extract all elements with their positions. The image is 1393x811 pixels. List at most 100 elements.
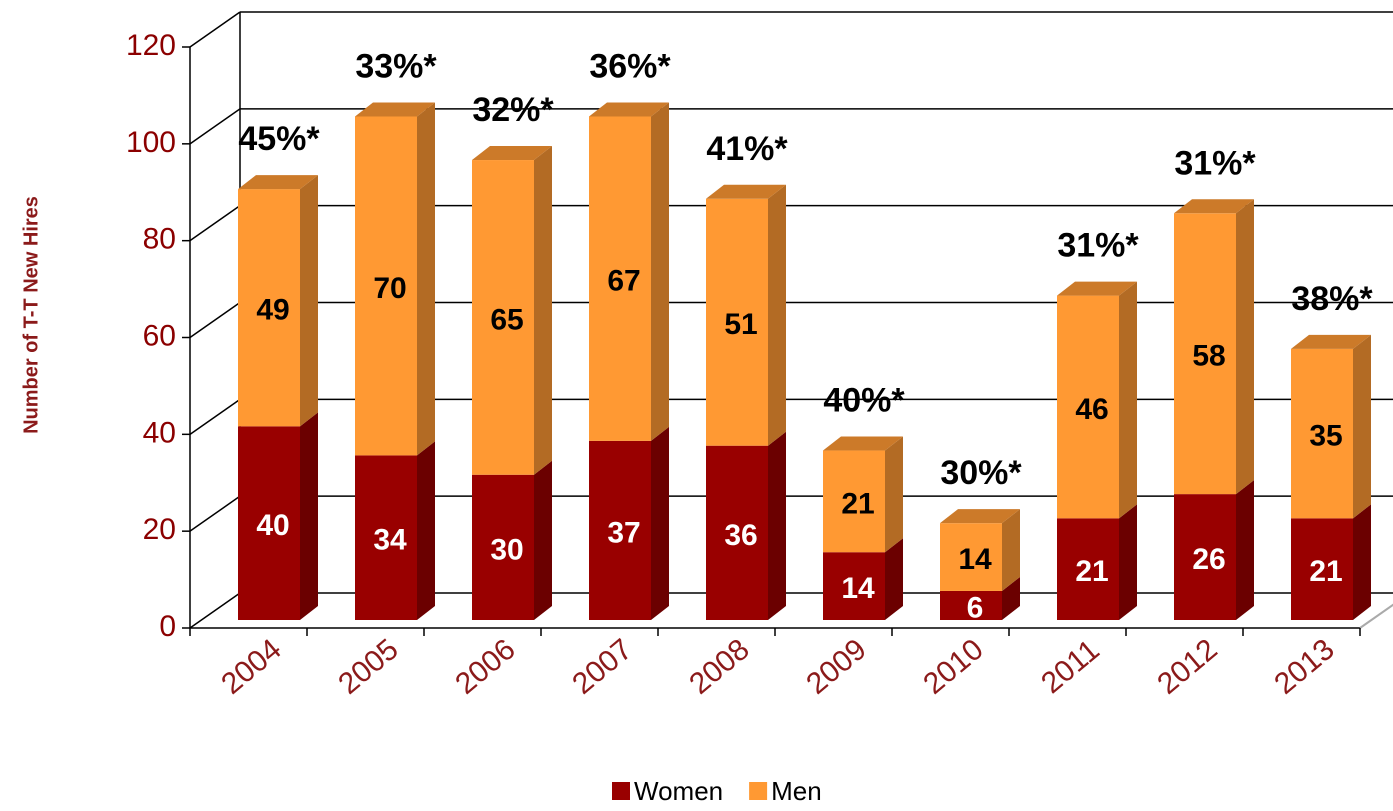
bar-top <box>238 175 318 190</box>
bar <box>472 160 534 475</box>
bar-side <box>651 426 669 620</box>
bar <box>1291 518 1353 620</box>
bar-side <box>1002 576 1020 620</box>
x-tick-label: 2005 <box>332 633 404 701</box>
bar-top <box>823 436 903 451</box>
bar-top <box>355 102 435 117</box>
bar <box>940 523 1002 591</box>
grid-line-side <box>189 398 241 435</box>
data-label: 46 <box>1075 393 1108 426</box>
annotation: 32%* <box>472 91 554 129</box>
annotation: 40%* <box>823 382 905 420</box>
bar <box>1291 348 1353 519</box>
data-label: 21 <box>841 487 874 520</box>
annotation: 31%* <box>1057 227 1139 265</box>
bar <box>589 440 651 620</box>
bar <box>1174 213 1236 495</box>
legend-label: Men <box>771 776 822 806</box>
bar-side <box>885 538 903 620</box>
floor-right <box>1359 603 1393 629</box>
data-label: 40 <box>256 509 289 542</box>
annotation: 41%* <box>706 130 788 168</box>
bar-top <box>1057 281 1137 296</box>
annotation: 45%* <box>238 120 320 158</box>
bar <box>472 474 534 620</box>
data-label: 65 <box>490 303 523 336</box>
bar-side <box>534 460 552 620</box>
data-label: 67 <box>607 265 640 298</box>
data-label: 14 <box>841 572 875 605</box>
data-label: 49 <box>256 294 289 327</box>
bar <box>238 189 300 427</box>
bar <box>355 116 417 456</box>
bar <box>355 455 417 620</box>
data-label: 26 <box>1192 543 1225 576</box>
x-tick-label: 2006 <box>449 633 521 701</box>
data-label: 6 <box>967 591 984 624</box>
bar-side <box>885 436 903 553</box>
bar-top <box>589 102 669 117</box>
bar <box>823 552 885 620</box>
y-tick-label: 80 <box>143 223 176 256</box>
x-tick-label: 2008 <box>683 633 755 701</box>
bar <box>706 198 768 446</box>
bar <box>1057 295 1119 519</box>
grid-line-side <box>189 205 241 242</box>
bar-side <box>1353 334 1371 519</box>
grid-line-side <box>189 495 241 532</box>
data-label: 70 <box>373 272 406 305</box>
annotation: 31%* <box>1174 144 1256 182</box>
data-label: 34 <box>373 524 407 557</box>
bar-side <box>300 175 318 427</box>
data-label: 21 <box>1309 555 1342 588</box>
x-tick-label: 2007 <box>566 633 638 701</box>
data-label: 30 <box>490 533 523 566</box>
legend-label: Women <box>634 776 723 806</box>
bar-top <box>472 146 552 161</box>
x-tick-label: 2011 <box>1035 633 1106 700</box>
data-label: 21 <box>1075 555 1108 588</box>
x-tick-label: 2004 <box>215 633 287 701</box>
bar-side <box>651 102 669 441</box>
bar <box>238 426 300 620</box>
data-label: 35 <box>1309 420 1342 453</box>
bar-side <box>417 102 435 456</box>
y-tick-label: 60 <box>143 319 176 352</box>
bar-side <box>1119 504 1137 620</box>
grid-line-side <box>189 592 241 629</box>
legend-swatch <box>749 782 768 800</box>
grid-line-side <box>189 301 241 339</box>
bar <box>589 116 651 441</box>
bar-side <box>1236 199 1254 495</box>
data-label: 58 <box>1192 340 1225 373</box>
annotation: 38%* <box>1291 280 1373 318</box>
y-axis-label: Number of T-T New Hires <box>20 196 42 434</box>
bar-side <box>1119 281 1137 519</box>
legend-swatch <box>612 782 630 800</box>
bar-side <box>417 441 435 620</box>
bar-side <box>768 431 786 620</box>
annotation: 36%* <box>589 47 671 85</box>
data-label: 36 <box>724 519 757 552</box>
bar-top <box>940 509 1020 524</box>
grid-line-side <box>189 11 241 48</box>
bar <box>1057 518 1119 620</box>
bar-top <box>1174 199 1254 214</box>
bar-side <box>1353 504 1371 620</box>
bar <box>940 590 1002 620</box>
bar <box>706 445 768 620</box>
grid-line-side <box>189 108 241 145</box>
y-tick-label: 20 <box>143 513 176 546</box>
data-label: 51 <box>724 308 757 341</box>
bar-side <box>1002 509 1020 591</box>
annotation: 30%* <box>940 454 1022 492</box>
data-label: 37 <box>607 516 640 549</box>
bar-top <box>706 184 786 199</box>
bar-top <box>1291 334 1371 349</box>
bar-side <box>1236 480 1254 620</box>
y-tick-label: 40 <box>143 416 176 449</box>
x-tick-label: 2010 <box>917 633 989 701</box>
bar-side <box>534 146 552 475</box>
bar <box>823 450 885 553</box>
